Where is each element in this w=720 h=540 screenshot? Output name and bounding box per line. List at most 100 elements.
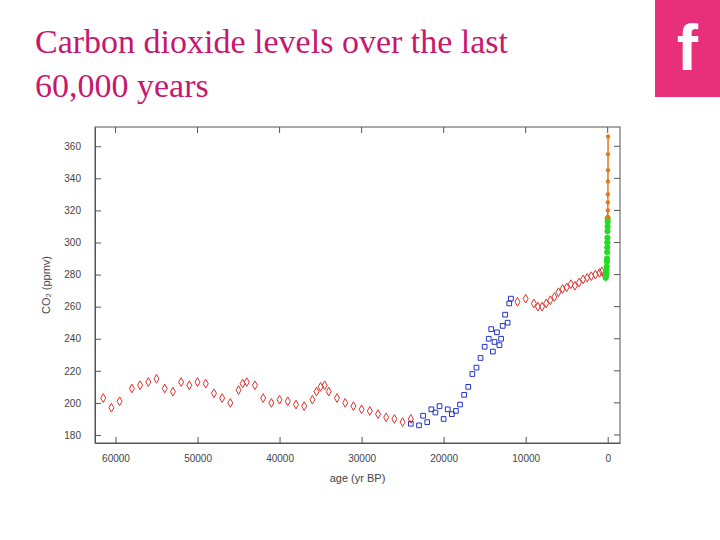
data-point xyxy=(466,385,471,390)
x-axis-tick-label: 20000 xyxy=(430,453,458,464)
x-axis-tick-mark xyxy=(362,437,363,443)
data-point xyxy=(437,404,442,409)
x-axis-tick-mark xyxy=(444,437,445,443)
x-axis-tick: 60000 xyxy=(102,437,130,464)
y-axis-tick-label: 360 xyxy=(64,141,81,152)
y-axis-tick-mark xyxy=(95,242,101,243)
y-right-tick-mark xyxy=(614,434,620,435)
data-point xyxy=(425,420,430,425)
data-point xyxy=(375,410,380,419)
data-point xyxy=(179,378,184,387)
y-right-tick-mark xyxy=(614,242,620,243)
data-point xyxy=(203,379,208,388)
x-axis-tick-label: 0 xyxy=(605,453,611,464)
data-point xyxy=(470,372,475,377)
y-axis-tick-mark xyxy=(95,339,101,340)
data-point xyxy=(408,421,413,426)
y-axis-tick-label: 180 xyxy=(64,430,81,441)
data-point xyxy=(606,215,610,219)
data-point xyxy=(482,344,487,349)
data-point xyxy=(228,399,233,408)
data-point xyxy=(220,394,225,403)
data-point xyxy=(458,402,463,407)
data-point xyxy=(503,312,508,317)
data-point xyxy=(605,235,610,240)
data-point xyxy=(322,381,327,390)
y-axis-tick: 220 xyxy=(64,366,101,377)
y-axis-tick-mark xyxy=(95,371,101,372)
y-axis-tick: 260 xyxy=(64,301,101,312)
data-point xyxy=(285,397,290,406)
y-right-tick-mark xyxy=(614,178,620,179)
data-point xyxy=(195,378,200,387)
data-point xyxy=(138,381,143,390)
data-point xyxy=(351,402,356,411)
y-axis-tick-label: 300 xyxy=(64,237,81,248)
data-point xyxy=(408,415,413,424)
x-axis-tick-label: 30000 xyxy=(348,453,376,464)
x-axis-tick: 0 xyxy=(605,437,611,464)
data-point xyxy=(326,387,331,396)
data-point xyxy=(252,381,257,390)
x-axis-tick-mark xyxy=(526,437,527,443)
y-axis-tick: 360 xyxy=(64,141,101,152)
x-top-tick-mark xyxy=(197,127,198,133)
logo: f xyxy=(655,0,720,97)
y-axis-tick-label: 320 xyxy=(64,205,81,216)
data-point xyxy=(606,152,610,156)
y-axis-tick-mark xyxy=(95,307,101,308)
data-point xyxy=(605,216,610,221)
x-axis-tick: 20000 xyxy=(430,437,458,464)
data-point xyxy=(117,397,122,406)
series xyxy=(408,296,513,427)
data-point xyxy=(211,389,216,398)
data-point xyxy=(417,423,422,428)
data-point xyxy=(507,301,512,306)
y-axis-tick-label: 280 xyxy=(64,269,81,280)
x-axis-tick-mark xyxy=(280,437,281,443)
y-axis-tick-mark xyxy=(95,435,101,436)
data-point xyxy=(441,417,446,422)
x-top-tick-mark xyxy=(361,127,362,133)
data-point xyxy=(334,394,339,403)
data-point xyxy=(236,386,241,395)
data-point xyxy=(585,273,590,282)
y-axis-tick-label: 340 xyxy=(64,173,81,184)
data-point xyxy=(277,395,282,404)
x-axis-tick-label: 10000 xyxy=(512,453,540,464)
y-axis-tick: 300 xyxy=(64,237,101,248)
y-axis-right xyxy=(614,146,620,435)
plot-frame xyxy=(95,127,620,443)
y-axis-tick-label: 260 xyxy=(64,301,81,312)
data-point xyxy=(367,407,372,416)
x-axis-tick-mark xyxy=(116,437,117,443)
y-axis-tick: 180 xyxy=(64,430,101,441)
data-point xyxy=(495,330,500,335)
x-top-tick-mark xyxy=(115,127,116,133)
data-point xyxy=(244,378,249,387)
data-point xyxy=(474,365,479,370)
data-point xyxy=(187,381,192,390)
data-point xyxy=(269,399,274,408)
series-line xyxy=(607,137,609,217)
data-point xyxy=(604,256,609,261)
x-top-tick-mark xyxy=(607,127,608,133)
x-axis-top xyxy=(116,127,608,133)
y-right-tick-mark xyxy=(614,306,620,307)
data-point xyxy=(606,180,610,184)
data-point xyxy=(500,324,505,329)
y-axis-tick-mark xyxy=(95,146,101,147)
data-point xyxy=(400,418,405,427)
data-point xyxy=(314,387,319,396)
chart: 6000050000400003000020000100000180200220… xyxy=(0,0,720,540)
data-point xyxy=(491,349,496,354)
y-right-tick-mark xyxy=(614,146,620,147)
data-point xyxy=(359,405,364,414)
x-axis-title: age (yr BP) xyxy=(330,472,386,484)
data-point xyxy=(421,413,426,418)
y-axis-tick-label: 220 xyxy=(64,366,81,377)
data-point xyxy=(478,356,483,361)
data-point xyxy=(606,135,610,139)
data-point xyxy=(240,379,245,388)
x-axis-tick: 10000 xyxy=(512,437,540,464)
